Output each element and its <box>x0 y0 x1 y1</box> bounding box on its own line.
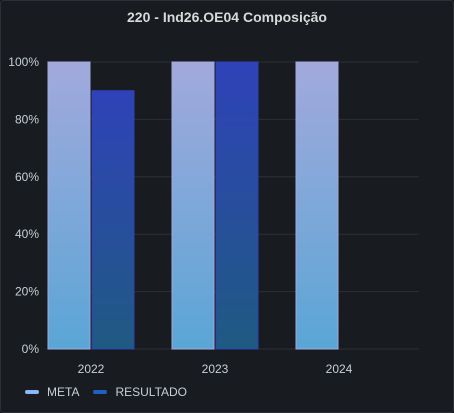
y-tick-label: 0% <box>22 342 40 356</box>
legend-item-resultado[interactable]: RESULTADO <box>93 385 187 399</box>
y-tick-label: 80% <box>15 112 39 126</box>
bar-resultado <box>91 90 135 350</box>
legend: META RESULTADO <box>25 385 201 399</box>
legend-label-meta: META <box>47 385 80 399</box>
bar-meta <box>47 61 91 350</box>
x-tick-label: 2024 <box>326 362 353 376</box>
y-tick-label: 60% <box>15 170 39 184</box>
y-tick-label: 20% <box>15 285 39 299</box>
x-tick-label: 2022 <box>78 362 105 376</box>
y-tick-label: 100% <box>8 55 39 69</box>
bar-meta <box>171 61 215 350</box>
x-axis-ticks: 2022 2023 2024 <box>78 362 353 376</box>
legend-swatch-resultado <box>93 390 108 394</box>
legend-item-meta[interactable]: META <box>25 385 79 399</box>
panel-title: 220 - Ind26.OE04 Composição <box>127 9 327 25</box>
y-axis-ticks: 0% 20% 40% 60% 80% 100% <box>8 55 39 356</box>
bar-meta <box>295 61 339 350</box>
y-tick-label: 40% <box>15 227 39 241</box>
bar-resultado <box>215 61 259 350</box>
x-tick-label: 2023 <box>202 362 229 376</box>
legend-label-resultado: RESULTADO <box>115 385 188 399</box>
bars <box>47 61 339 350</box>
legend-swatch-meta <box>25 390 39 394</box>
